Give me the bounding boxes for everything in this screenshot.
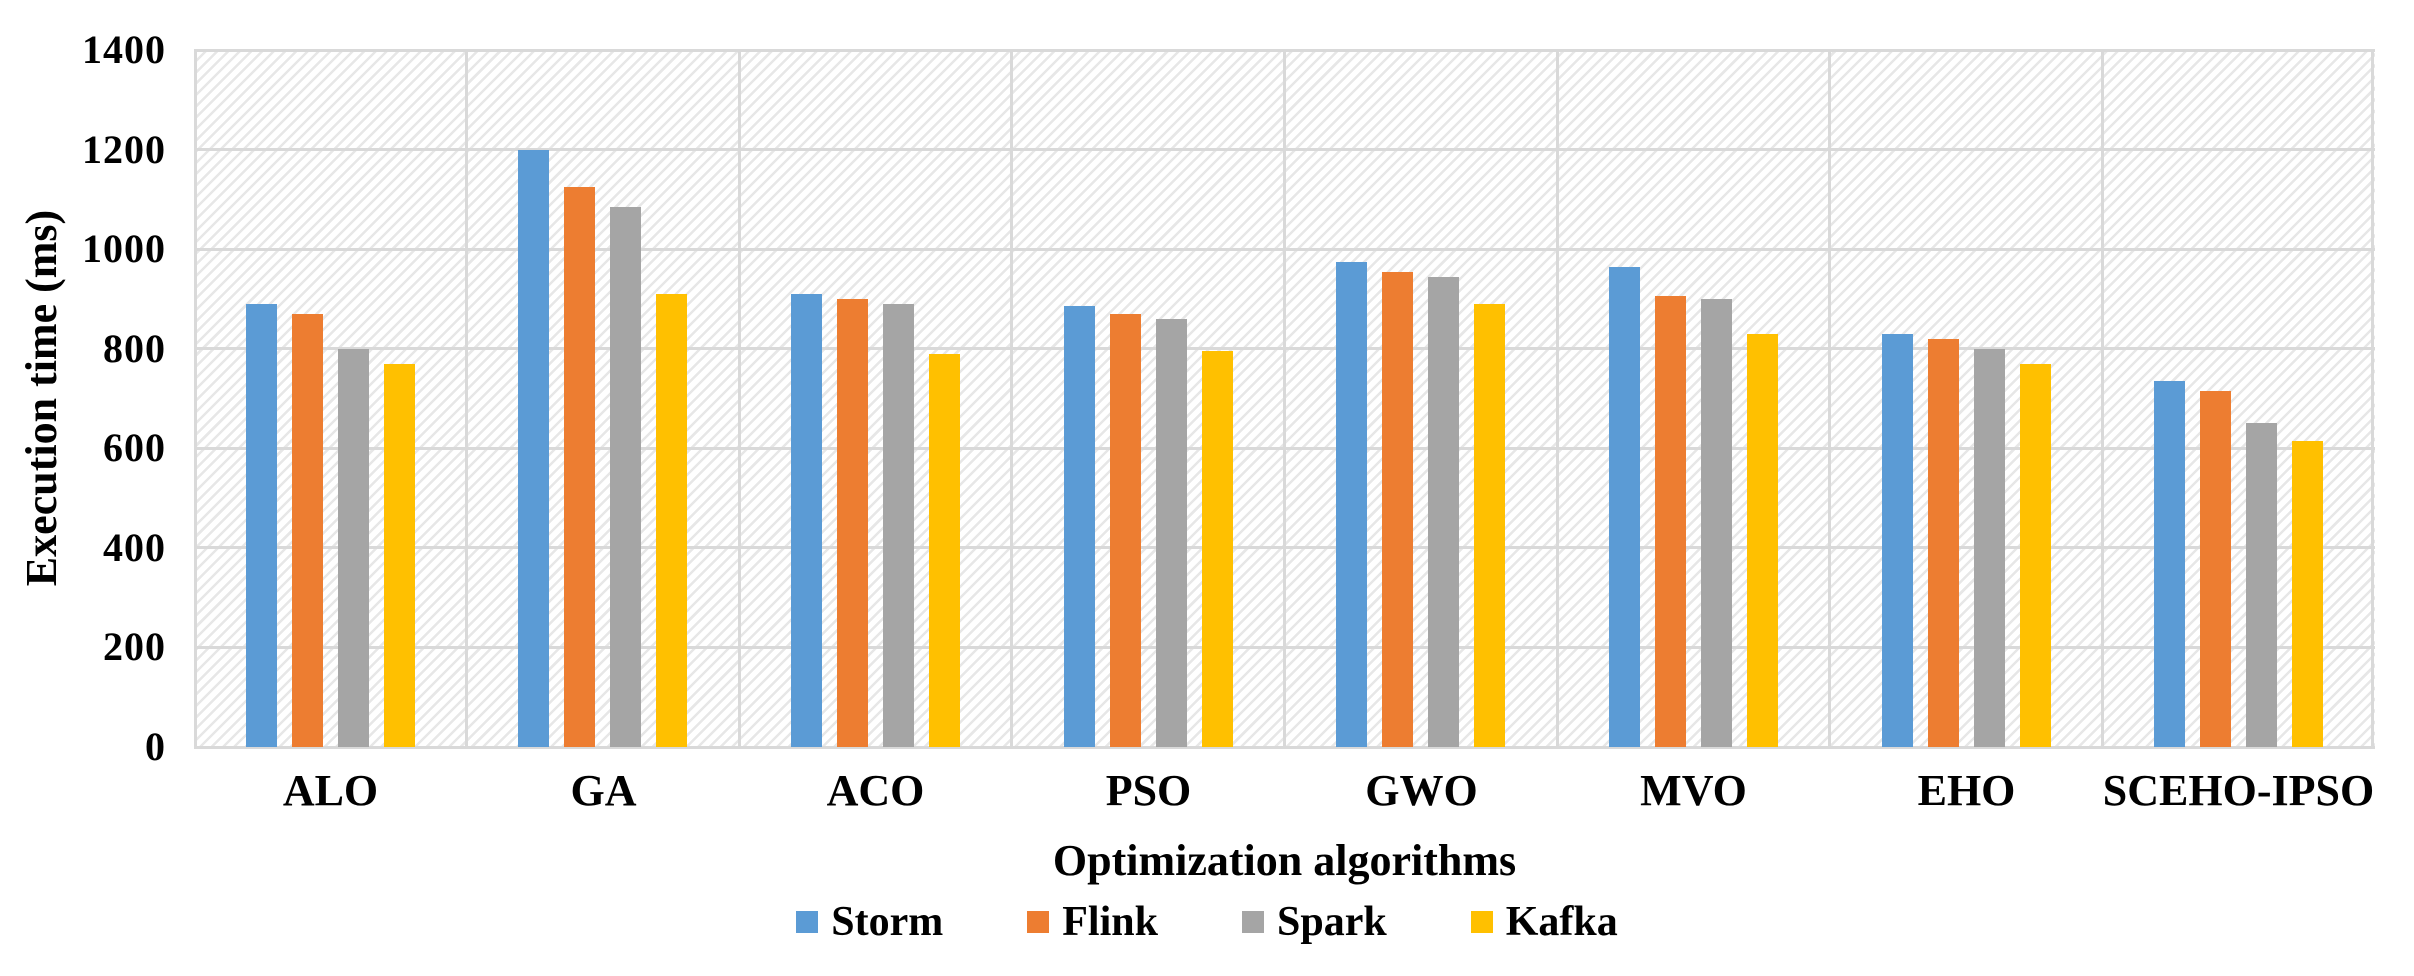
- y-tick-label: 400: [103, 525, 166, 570]
- category-label-MVO: MVO: [1640, 766, 1747, 815]
- y-tick-label: 1000: [82, 226, 166, 271]
- bar-MVO-Kafka: [1747, 334, 1778, 747]
- category-label-GA: GA: [570, 766, 637, 815]
- bar-ALO-Flink: [292, 314, 323, 747]
- legend-item-flink: Flink: [1027, 896, 1158, 948]
- gridline-vertical: [1010, 50, 1013, 747]
- bar-SCEHO-IPSO-Storm: [2154, 381, 2185, 747]
- bar-GA-Flink: [564, 187, 595, 747]
- gridline-vertical: [2371, 50, 2374, 747]
- gridline-vertical: [1828, 50, 1831, 747]
- y-tick-label: 1200: [82, 127, 166, 172]
- bar-PSO-Kafka: [1202, 351, 1233, 747]
- legend-label-spark: Spark: [1276, 899, 1387, 945]
- legend-label-kafka: Kafka: [1505, 899, 1618, 945]
- x-axis-title: Optimization algorithms: [1052, 836, 1517, 885]
- bar-GWO-Storm: [1336, 262, 1367, 747]
- legend-swatch-kafka: [1470, 911, 1493, 933]
- bar-MVO-Spark: [1701, 299, 1732, 747]
- bar-MVO-Storm: [1609, 267, 1640, 747]
- legend: Storm Flink Spark Kafka: [0, 896, 2414, 948]
- bar-GWO-Flink: [1382, 272, 1413, 747]
- gridline-vertical: [194, 50, 197, 747]
- bar-SCEHO-IPSO-Spark: [2246, 423, 2277, 747]
- gridline-vertical: [465, 50, 468, 747]
- bar-ACO-Kafka: [929, 354, 960, 747]
- legend-label-storm: Storm: [831, 899, 944, 945]
- category-label-ALO: ALO: [282, 766, 379, 815]
- gridline-vertical: [2101, 50, 2104, 747]
- legend-label-flink: Flink: [1062, 899, 1158, 945]
- category-label-SCEHO-IPSO: SCEHO-IPSO: [2102, 766, 2375, 815]
- bar-ALO-Storm: [246, 304, 277, 747]
- bar-GWO-Spark: [1428, 277, 1459, 747]
- bar-PSO-Spark: [1156, 319, 1187, 747]
- legend-swatch-storm: [796, 911, 819, 933]
- y-tick-label: 1400: [82, 27, 166, 72]
- bar-GA-Storm: [518, 150, 549, 747]
- bar-MVO-Flink: [1655, 296, 1686, 747]
- gridline-vertical: [738, 50, 741, 747]
- bar-SCEHO-IPSO-Flink: [2200, 391, 2231, 747]
- legend-swatch-spark: [1241, 911, 1264, 933]
- bar-ACO-Storm: [791, 294, 822, 747]
- gridline-vertical: [1556, 50, 1559, 747]
- bar-PSO-Flink: [1110, 314, 1141, 747]
- y-tick-label: 200: [103, 624, 166, 669]
- category-label-PSO: PSO: [1105, 766, 1192, 815]
- category-label-ACO: ACO: [826, 766, 925, 815]
- bar-EHO-Flink: [1928, 339, 1959, 747]
- legend-swatch-flink: [1027, 911, 1050, 933]
- plot-area: [194, 49, 2375, 749]
- gridline-vertical: [1283, 50, 1286, 747]
- bar-GWO-Kafka: [1474, 304, 1505, 747]
- legend-item-storm: Storm: [796, 896, 943, 948]
- category-label-EHO: EHO: [1917, 766, 2016, 815]
- legend-item-kafka: Kafka: [1470, 896, 1618, 948]
- y-tick-label: 600: [103, 425, 166, 470]
- bar-GA-Spark: [610, 207, 641, 747]
- bar-EHO-Storm: [1882, 334, 1913, 747]
- legend-item-spark: Spark: [1241, 896, 1387, 948]
- category-label-GWO: GWO: [1365, 766, 1478, 815]
- bar-EHO-Kafka: [2020, 364, 2051, 747]
- y-tick-label: 800: [103, 326, 166, 371]
- bar-ACO-Spark: [883, 304, 914, 747]
- y-tick-label: 0: [145, 724, 166, 769]
- bar-ALO-Spark: [338, 349, 369, 747]
- bar-ALO-Kafka: [384, 364, 415, 747]
- bar-ACO-Flink: [837, 299, 868, 747]
- bar-PSO-Storm: [1064, 306, 1095, 747]
- bar-SCEHO-IPSO-Kafka: [2292, 441, 2323, 747]
- bar-EHO-Spark: [1974, 349, 2005, 747]
- gridline-horizontal: [194, 746, 2375, 749]
- bar-GA-Kafka: [656, 294, 687, 747]
